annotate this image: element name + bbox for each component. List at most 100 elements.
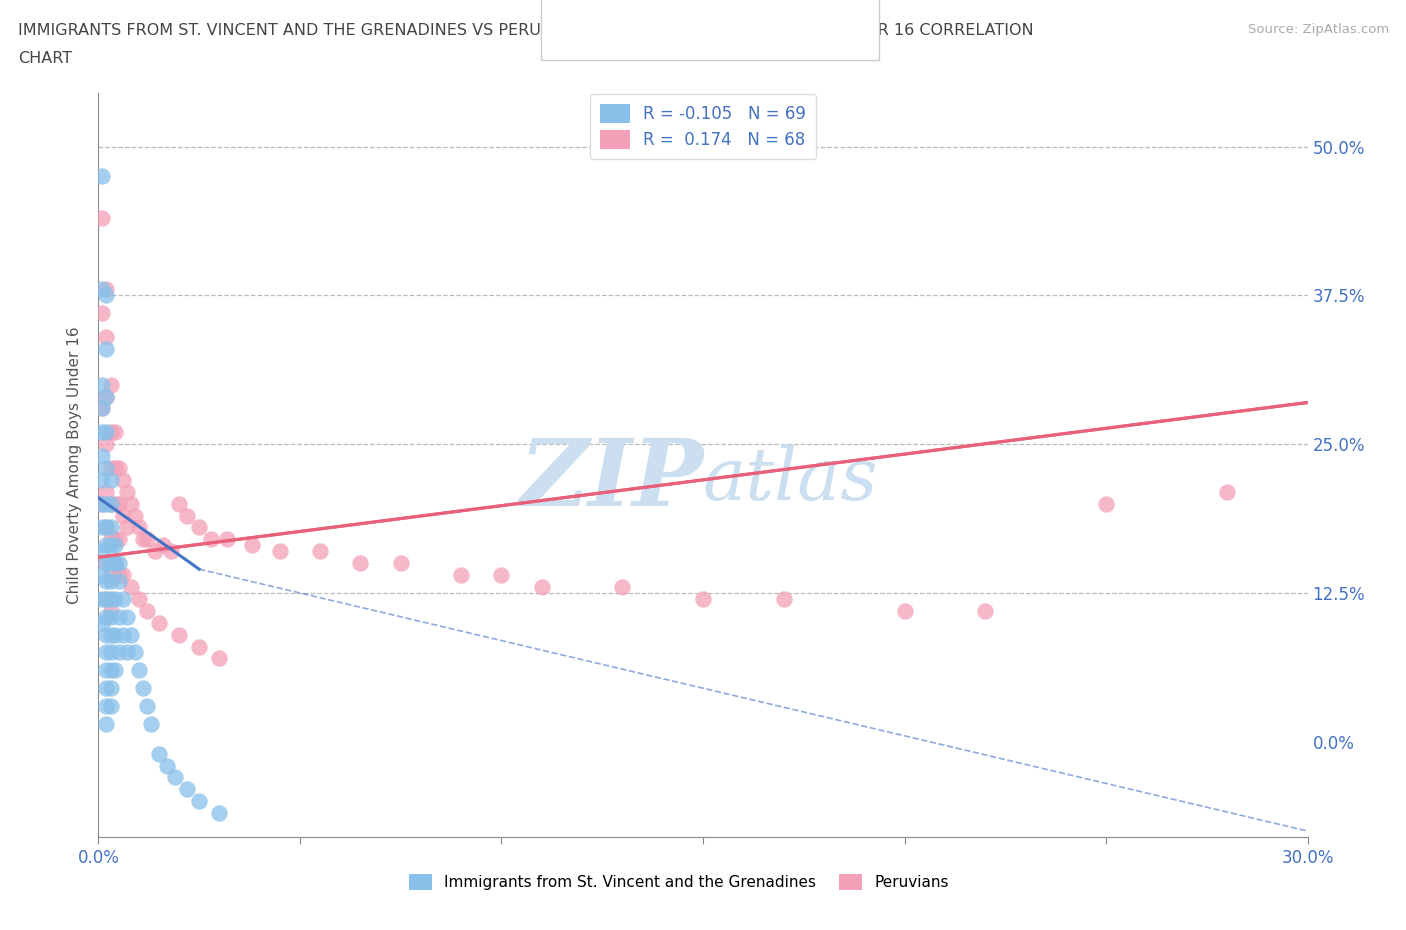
Point xyxy=(103,591,125,606)
Point xyxy=(91,401,114,416)
Point xyxy=(132,532,155,547)
Point xyxy=(107,574,129,589)
Point xyxy=(188,520,211,535)
Point xyxy=(96,485,118,499)
Point xyxy=(148,616,170,631)
Point xyxy=(176,508,198,523)
Point xyxy=(91,497,114,512)
Point xyxy=(156,758,179,773)
Point xyxy=(107,645,129,660)
Point xyxy=(96,389,118,404)
Point xyxy=(1095,497,1118,512)
Point xyxy=(100,425,122,440)
Point xyxy=(111,567,134,582)
Point xyxy=(200,532,222,547)
Point xyxy=(160,544,183,559)
Point xyxy=(111,591,134,606)
Point xyxy=(111,508,134,523)
Point xyxy=(96,341,118,356)
Point xyxy=(103,556,125,571)
Point xyxy=(135,532,157,547)
Point xyxy=(100,532,122,547)
Point xyxy=(143,544,166,559)
Point xyxy=(893,604,915,618)
Point xyxy=(103,425,125,440)
Point xyxy=(107,609,129,624)
Point xyxy=(91,497,114,512)
Text: IMMIGRANTS FROM ST. VINCENT AND THE GRENADINES VS PERUVIAN CHILD POVERTY AMONG B: IMMIGRANTS FROM ST. VINCENT AND THE GREN… xyxy=(18,23,1033,38)
Point xyxy=(100,609,122,624)
Point xyxy=(100,591,122,606)
Point xyxy=(103,497,125,512)
Point xyxy=(100,698,122,713)
Text: ZIP: ZIP xyxy=(519,435,703,525)
Point xyxy=(91,448,114,463)
Point xyxy=(188,794,211,809)
Point xyxy=(100,627,122,642)
Point xyxy=(96,520,118,535)
Text: CHART: CHART xyxy=(18,51,72,66)
Point xyxy=(96,288,118,303)
Point xyxy=(132,681,155,696)
Point xyxy=(135,604,157,618)
Text: atlas: atlas xyxy=(703,445,879,515)
Point xyxy=(96,556,118,571)
Point xyxy=(91,616,114,631)
Point xyxy=(167,627,190,642)
Point xyxy=(100,520,122,535)
Point xyxy=(91,378,114,392)
Point xyxy=(163,770,186,785)
Point xyxy=(96,389,118,404)
Point xyxy=(91,401,114,416)
Point xyxy=(139,716,162,731)
Point xyxy=(96,645,118,660)
Point xyxy=(100,645,122,660)
Point xyxy=(96,437,118,452)
Point xyxy=(176,782,198,797)
Point xyxy=(91,282,114,297)
Point xyxy=(96,591,118,606)
Point xyxy=(96,716,118,731)
Point xyxy=(96,282,118,297)
Point xyxy=(107,532,129,547)
Point xyxy=(530,579,553,594)
Point xyxy=(128,520,150,535)
Point xyxy=(120,627,142,642)
Point xyxy=(135,698,157,713)
Legend: Immigrants from St. Vincent and the Grenadines, Peruvians: Immigrants from St. Vincent and the Gren… xyxy=(404,868,955,897)
Point xyxy=(115,485,138,499)
Point xyxy=(107,497,129,512)
Point xyxy=(240,538,263,552)
Point xyxy=(152,538,174,552)
Point xyxy=(91,169,114,184)
Point xyxy=(128,663,150,678)
Point xyxy=(96,425,118,440)
Point xyxy=(96,609,118,624)
Point xyxy=(107,556,129,571)
Point xyxy=(100,604,122,618)
Point xyxy=(96,663,118,678)
Point xyxy=(91,591,114,606)
Point xyxy=(115,645,138,660)
Point xyxy=(91,520,114,535)
Point xyxy=(96,497,118,512)
Point xyxy=(148,746,170,761)
Point xyxy=(208,651,231,666)
Point xyxy=(96,329,118,344)
Point xyxy=(120,579,142,594)
Point xyxy=(115,520,138,535)
Point xyxy=(96,698,118,713)
Point xyxy=(103,627,125,642)
Point xyxy=(100,663,122,678)
Point xyxy=(491,567,513,582)
Point xyxy=(111,627,134,642)
Point xyxy=(96,556,118,571)
Text: Source: ZipAtlas.com: Source: ZipAtlas.com xyxy=(1249,23,1389,36)
Point xyxy=(96,627,118,642)
Point xyxy=(167,497,190,512)
Point xyxy=(96,574,118,589)
Point xyxy=(103,460,125,475)
Y-axis label: Child Poverty Among Boys Under 16: Child Poverty Among Boys Under 16 xyxy=(67,326,83,604)
Point xyxy=(91,567,114,582)
Point xyxy=(96,591,118,606)
